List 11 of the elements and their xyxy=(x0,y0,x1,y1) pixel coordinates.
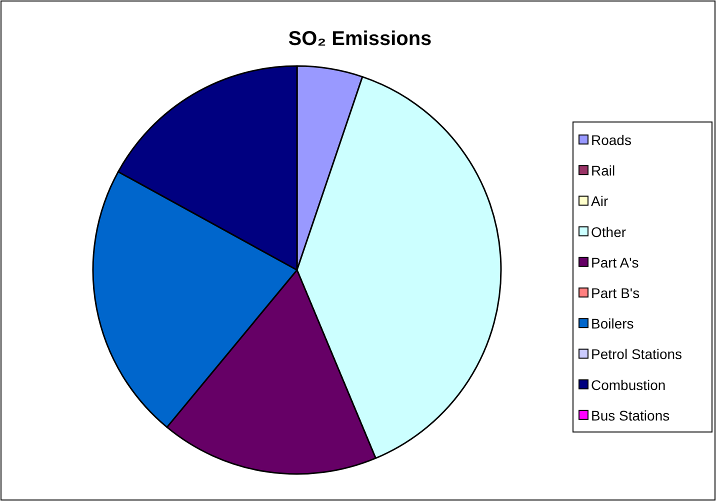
legend-label: Rail xyxy=(591,162,616,179)
legend-label: Air xyxy=(591,193,608,210)
legend-label: Bus Stations xyxy=(591,407,670,424)
legend-label: Combustion xyxy=(591,376,666,393)
legend-label: Part A's xyxy=(591,254,639,270)
legend-label: Part B's xyxy=(591,285,640,301)
legend-label: Roads xyxy=(591,132,632,148)
legend-label: Petrol Stations xyxy=(591,346,682,362)
legend-label: Boilers xyxy=(591,316,634,332)
chart-title: SO₂ Emissions xyxy=(288,28,432,50)
legend-label: Other xyxy=(591,224,626,240)
